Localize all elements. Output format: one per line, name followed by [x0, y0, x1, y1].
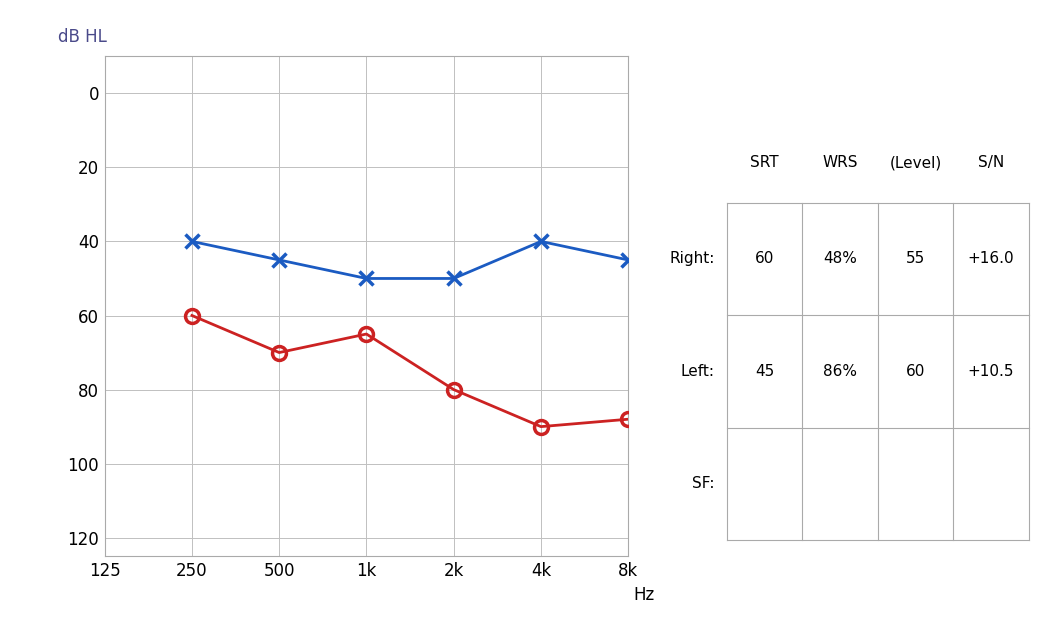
Text: WRS: WRS: [822, 155, 857, 170]
Text: SRT: SRT: [750, 155, 779, 170]
Text: +16.0: +16.0: [967, 251, 1015, 266]
Text: SF:: SF:: [692, 476, 715, 491]
Text: S/N: S/N: [978, 155, 1004, 170]
Text: Right:: Right:: [670, 251, 715, 266]
Text: Left:: Left:: [681, 364, 715, 379]
Text: 86%: 86%: [823, 364, 856, 379]
Text: Hz: Hz: [633, 586, 654, 604]
Text: 60: 60: [755, 251, 774, 266]
Text: 60: 60: [906, 364, 926, 379]
Text: 45: 45: [755, 364, 774, 379]
Text: (Level): (Level): [889, 155, 941, 170]
Text: 48%: 48%: [823, 251, 856, 266]
Text: 55: 55: [906, 251, 926, 266]
Text: dB HL: dB HL: [58, 28, 107, 46]
Text: +10.5: +10.5: [967, 364, 1015, 379]
